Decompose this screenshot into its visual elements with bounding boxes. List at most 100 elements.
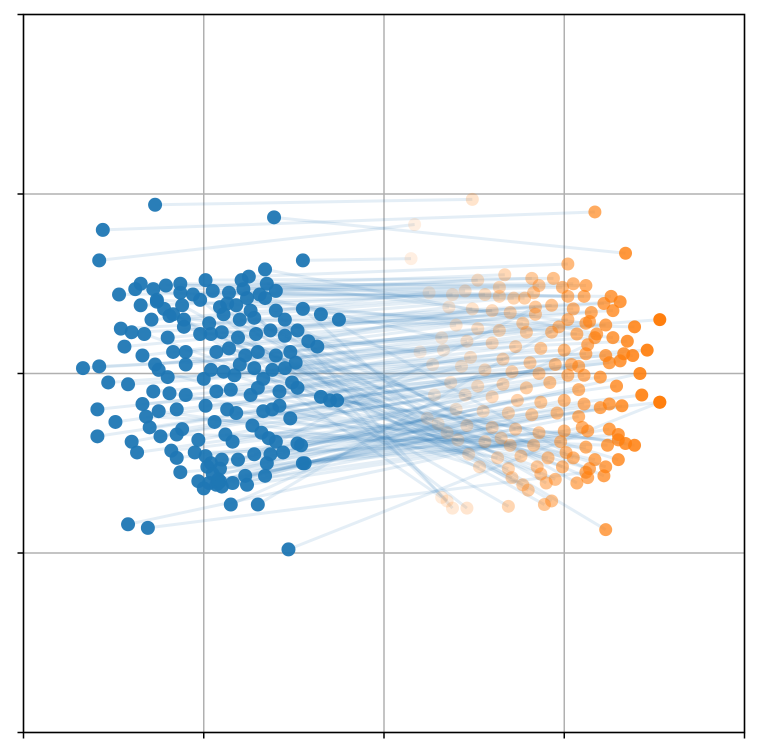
target-point [633,367,647,380]
source-point [124,434,139,449]
link-line [155,197,473,207]
source-point [193,327,208,342]
link-line [246,289,466,300]
link-line [261,431,608,447]
target-point [528,300,542,314]
source-point [272,398,287,413]
target-point [604,289,618,303]
source-point [310,339,325,354]
source-point [230,330,245,345]
source-point [151,362,166,377]
target-point [464,350,478,364]
source-point [272,384,287,399]
link-line [99,223,415,262]
source-point [258,468,273,483]
link-line [200,307,574,336]
target-point [610,379,624,393]
source-point [90,429,105,444]
target-point [523,356,537,370]
source-point [263,447,278,462]
target-points [404,192,667,537]
link-line [268,381,551,440]
source-point [277,361,292,376]
target-point [471,322,485,336]
target-point [606,304,620,318]
target-point [431,417,445,431]
source-point [209,384,224,399]
link-line [291,346,542,384]
source-point [173,276,188,291]
source-point [153,429,168,444]
target-point [516,316,530,330]
target-point [503,305,517,319]
target-point [527,438,541,452]
target-point [566,277,580,291]
link-line [221,415,579,489]
target-point [492,280,506,294]
source-point [205,283,220,298]
source-point [142,420,157,435]
source-point [113,321,128,336]
target-point [521,483,535,497]
target-point [561,368,575,382]
target-point [532,367,546,380]
target-point [519,381,533,395]
link-line [172,350,590,471]
source-point [193,292,208,307]
source-point [133,298,148,313]
target-point [509,422,523,436]
link-line [237,393,466,462]
source-point [223,497,238,512]
source-points [75,197,346,557]
source-point [112,287,127,302]
link-line [169,391,574,460]
target-point [460,501,474,515]
target-point [599,523,613,537]
target-point [601,438,615,452]
target-point [518,291,532,305]
source-point [227,368,242,383]
source-point [290,323,305,338]
link-line [82,336,595,370]
target-point [620,334,634,348]
link-line [205,361,610,408]
source-point [268,303,283,318]
link-line [250,355,471,397]
source-point [209,344,224,359]
source-point [254,425,269,440]
target-point [628,438,642,452]
target-point [552,320,566,334]
source-point [178,388,193,403]
source-point [220,296,235,311]
target-point [413,345,427,359]
link-line [219,305,553,503]
target-point [577,368,591,382]
source-point [149,292,164,307]
source-point [92,359,107,374]
source-point [135,348,150,363]
source-point [230,452,245,467]
target-point [525,271,539,285]
link-line [241,278,587,325]
target-point [599,318,613,332]
link-line [203,411,509,490]
target-point [501,462,515,476]
link-line [300,398,518,447]
link-line [151,293,486,322]
source-point [146,282,161,297]
target-point [640,343,654,357]
target-point [588,205,602,219]
source-point [196,371,211,386]
link-line [301,307,429,420]
target-point [534,341,548,355]
source-point [290,380,305,395]
target-point [579,465,593,479]
target-point [503,438,517,452]
target-point [507,291,521,305]
link-line [176,364,579,411]
target-point [440,494,454,508]
target-point [510,393,524,407]
link-line [108,348,565,384]
link-line [297,388,579,445]
source-point [139,409,154,424]
